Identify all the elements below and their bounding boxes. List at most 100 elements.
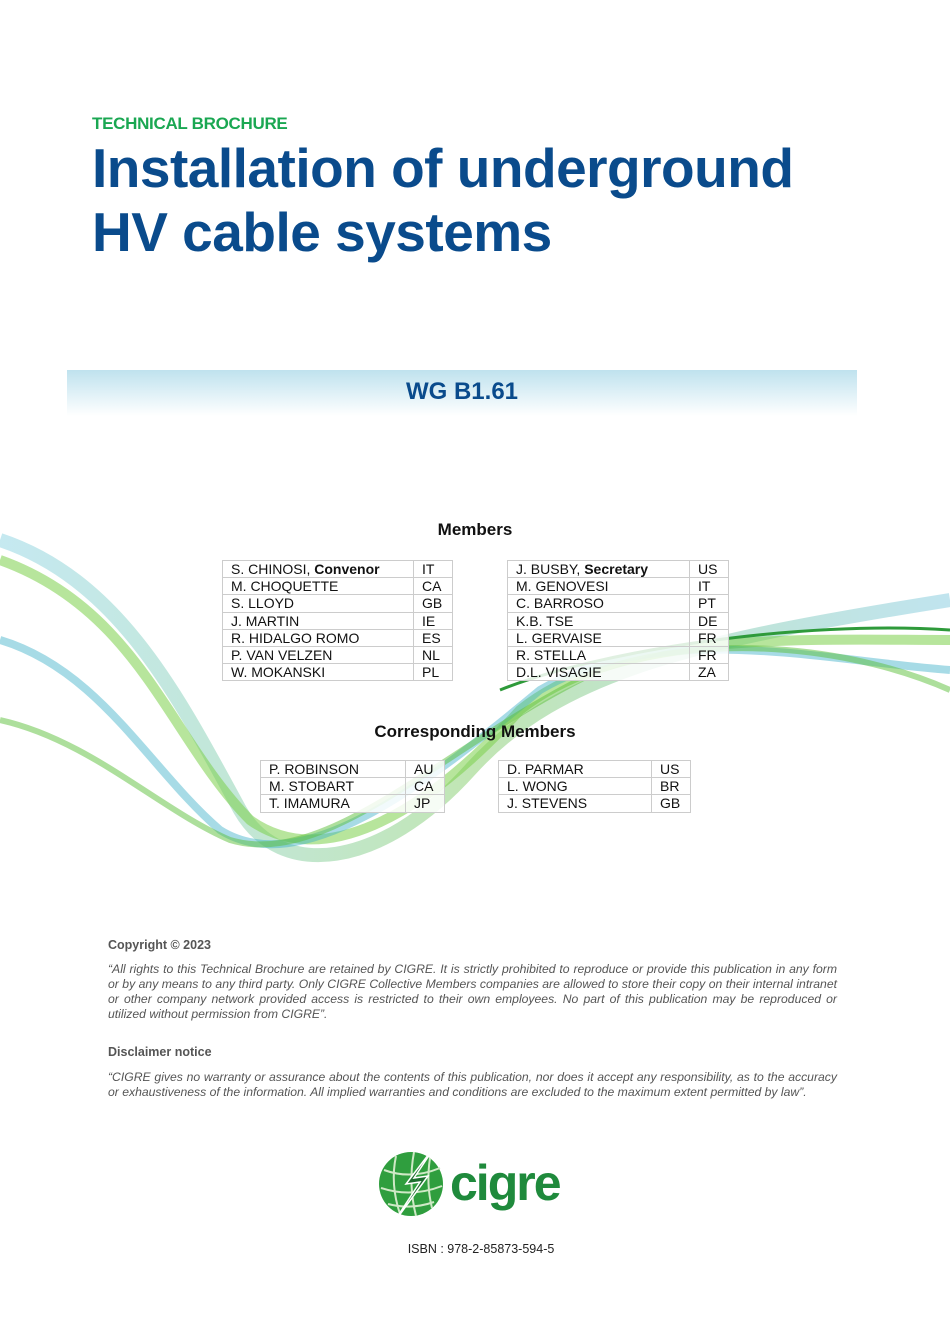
member-name-text: L. WONG (507, 778, 568, 795)
member-name: C. BARROSO (507, 594, 690, 613)
member-country: GB (413, 594, 453, 613)
member-row: M. GENOVESI IT (507, 577, 729, 596)
member-row: L. GERVAISE FR (507, 628, 729, 647)
member-name-text: W. MOKANSKI (231, 664, 326, 681)
members-table-left: S. CHINOSI, Convenor IT M. CHOQUETTE CA S. L… (222, 559, 453, 682)
member-name: P. VAN VELZEN (222, 645, 414, 665)
member-country: CA (413, 577, 453, 596)
disclaimer-heading: Disclaimer notice (108, 1045, 212, 1059)
member-name: L. WONG (498, 777, 652, 796)
member-row: P. VAN VELZEN NL (222, 645, 453, 665)
corresponding-table-right: D. PARMAR US L. WONG BR J. STEVENS GB (498, 759, 691, 813)
member-country: IE (413, 611, 453, 630)
member-name: D.L. VISAGIE (507, 663, 690, 682)
members-table-right: J. BUSBY, Secretary US M. GENOVESI IT C. BAR… (507, 559, 729, 682)
decorative-swoosh-graphic (0, 533, 950, 863)
member-row: D.L. VISAGIE ZA (507, 663, 729, 682)
isbn-label: ISBN : 978-2-85873-594-5 (407, 1242, 555, 1256)
member-country: FR (689, 628, 729, 647)
member-row: R. HIDALGO ROMO ES (222, 628, 453, 647)
member-name-text: C. BARROSO (516, 595, 604, 612)
member-name: R. HIDALGO ROMO (222, 628, 414, 647)
member-row: L. WONG BR (498, 777, 691, 796)
member-name: K.B. TSE (507, 611, 690, 630)
member-country: FR (689, 645, 729, 665)
member-row: S. LLOYD GB (222, 594, 453, 613)
member-country: BR (651, 777, 691, 796)
member-name-text: M. STOBART (269, 778, 355, 795)
disclaimer-text: “CIGRE gives no warranty or assurance ab… (108, 1070, 837, 1099)
member-name-text: M. GENOVESI (516, 578, 609, 595)
wg-banner (67, 370, 857, 416)
member-country: JP (405, 794, 445, 813)
member-name: T. IMAMURA (260, 794, 406, 813)
document-type-label: TECHNICAL BROCHURE (92, 114, 288, 133)
member-row: C. BARROSO PT (507, 594, 729, 613)
member-country: NL (413, 645, 453, 665)
member-row: M. STOBART CA (260, 777, 445, 796)
member-row: J. MARTIN IE (222, 611, 453, 630)
title-line-1: Installation of underground (92, 137, 794, 199)
member-row: J. BUSBY, Secretary US (507, 559, 729, 579)
member-name: S. CHINOSI, Convenor (222, 559, 414, 579)
working-group-label: WG B1.61 (405, 378, 519, 405)
member-name-text: P. ROBINSON (269, 761, 359, 778)
cigre-wordmark: cigre (450, 1155, 562, 1211)
member-name-text: R. HIDALGO ROMO (231, 629, 360, 646)
copyright-text: “All rights to this Technical Brochure a… (108, 962, 837, 1021)
member-country: US (689, 559, 729, 579)
copyright-heading: Copyright © 2023 (108, 938, 211, 952)
member-name: D. PARMAR (498, 759, 652, 779)
globe-lightning-icon (379, 1141, 443, 1229)
member-name: J. BUSBY, Secretary (507, 559, 690, 579)
member-name-text: R. STELLA (516, 647, 587, 664)
corresponding-members-heading: Corresponding Members (374, 722, 576, 741)
member-name-text: S. LLOYD (231, 595, 295, 612)
member-country: IT (689, 577, 729, 596)
member-name-text: J. BUSBY, (516, 561, 585, 578)
title-line-2: HV cable systems (92, 201, 552, 263)
member-name-text: M. CHOQUETTE (231, 578, 339, 595)
member-name-text: J. MARTIN (231, 612, 300, 629)
member-country: CA (405, 777, 445, 796)
member-name-text: J. STEVENS (507, 795, 588, 812)
member-country: PL (413, 663, 453, 682)
member-name-text: L. GERVAISE (516, 629, 602, 646)
member-row: R. STELLA FR (507, 645, 729, 665)
member-row: K.B. TSE DE (507, 611, 729, 630)
member-row: M. CHOQUETTE CA (222, 577, 453, 596)
document-title: Installation of underground HV cable sys… (92, 136, 794, 264)
member-name: J. MARTIN (222, 611, 414, 630)
corresponding-table-left: P. ROBINSON AU M. STOBART CA T. IMAMURA JP (260, 759, 445, 813)
cigre-logo: cigre (376, 1140, 586, 1230)
member-country: IT (413, 559, 453, 579)
member-name: W. MOKANSKI (222, 663, 414, 682)
member-name: L. GERVAISE (507, 628, 690, 647)
member-name: M. GENOVESI (507, 577, 690, 596)
members-heading: Members (437, 520, 513, 539)
member-role: Secretary (584, 561, 649, 578)
member-name: S. LLOYD (222, 594, 414, 613)
member-country: US (651, 759, 691, 779)
member-row: T. IMAMURA JP (260, 794, 445, 813)
member-country: DE (689, 611, 729, 630)
member-row: J. STEVENS GB (498, 794, 691, 813)
member-name: P. ROBINSON (260, 759, 406, 779)
member-country: AU (405, 759, 445, 779)
member-row: S. CHINOSI, Convenor IT (222, 559, 453, 579)
member-name-text: D.L. VISAGIE (516, 664, 602, 681)
member-name: R. STELLA (507, 645, 690, 665)
member-name: J. STEVENS (498, 794, 652, 813)
member-row: W. MOKANSKI PL (222, 663, 453, 682)
member-name: M. STOBART (260, 777, 406, 796)
member-name-text: K.B. TSE (516, 612, 574, 629)
member-name-text: P. VAN VELZEN (231, 647, 333, 664)
member-country: PT (689, 594, 729, 613)
member-role: Convenor (314, 561, 380, 578)
member-country: GB (651, 794, 691, 813)
member-row: P. ROBINSON AU (260, 759, 445, 779)
member-country: ES (413, 628, 453, 647)
member-name: M. CHOQUETTE (222, 577, 414, 596)
member-country: ZA (689, 663, 729, 682)
member-name-text: D. PARMAR (507, 761, 584, 778)
